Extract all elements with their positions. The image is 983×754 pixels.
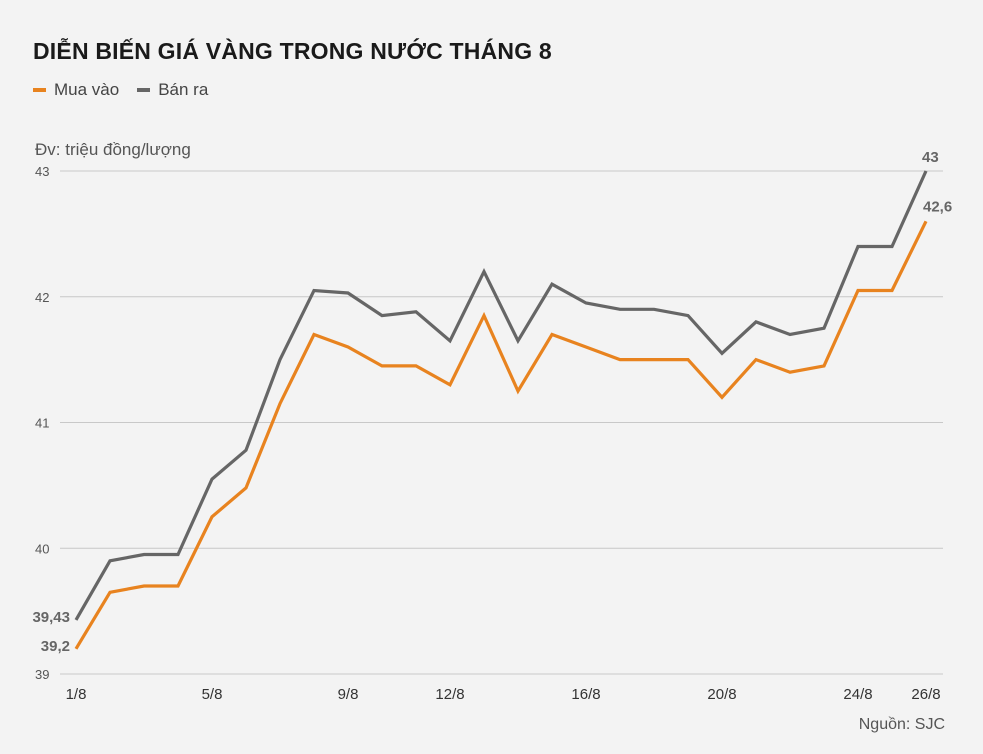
y-tick-label: 41 bbox=[35, 416, 49, 431]
y-tick-label: 40 bbox=[35, 541, 49, 556]
legend-swatch-buy bbox=[33, 88, 46, 92]
chart-title: DIỄN BIẾN GIÁ VÀNG TRONG NƯỚC THÁNG 8 bbox=[33, 38, 552, 64]
x-tick-label: 16/8 bbox=[571, 686, 600, 703]
x-tick-label: 1/8 bbox=[66, 686, 87, 703]
legend-item-buy: Mua vào bbox=[33, 80, 119, 100]
x-tick-label: 20/8 bbox=[707, 686, 736, 703]
series-line-sell bbox=[74, 170, 928, 621]
x-tick-label: 24/8 bbox=[843, 686, 872, 703]
legend-item-sell: Bán ra bbox=[137, 80, 208, 100]
data-label-first-sell: 39,43 bbox=[32, 609, 70, 626]
x-tick-label: 12/8 bbox=[435, 686, 464, 703]
series-line-buy bbox=[74, 220, 928, 650]
y-tick-label: 39 bbox=[35, 667, 49, 682]
x-tick-label: 26/8 bbox=[911, 686, 940, 703]
y-tick-label: 42 bbox=[35, 290, 49, 305]
x-tick-label: 9/8 bbox=[338, 686, 359, 703]
legend-swatch-sell bbox=[137, 88, 151, 92]
data-label-last-sell: 43 bbox=[922, 149, 939, 166]
data-label-last-buy: 42,6 bbox=[923, 198, 952, 215]
data-label-first-buy: 39,2 bbox=[41, 638, 70, 655]
x-tick-label: 5/8 bbox=[202, 686, 223, 703]
legend-label-buy: Mua vào bbox=[54, 80, 120, 99]
y-tick-label: 43 bbox=[35, 164, 49, 179]
legend-label-sell: Bán ra bbox=[158, 80, 209, 99]
chart-legend: Mua vào Bán ra bbox=[33, 80, 226, 100]
source-label: Nguồn: SJC bbox=[858, 716, 945, 733]
y-unit-label: Đv: triệu đồng/lượng bbox=[35, 140, 191, 159]
